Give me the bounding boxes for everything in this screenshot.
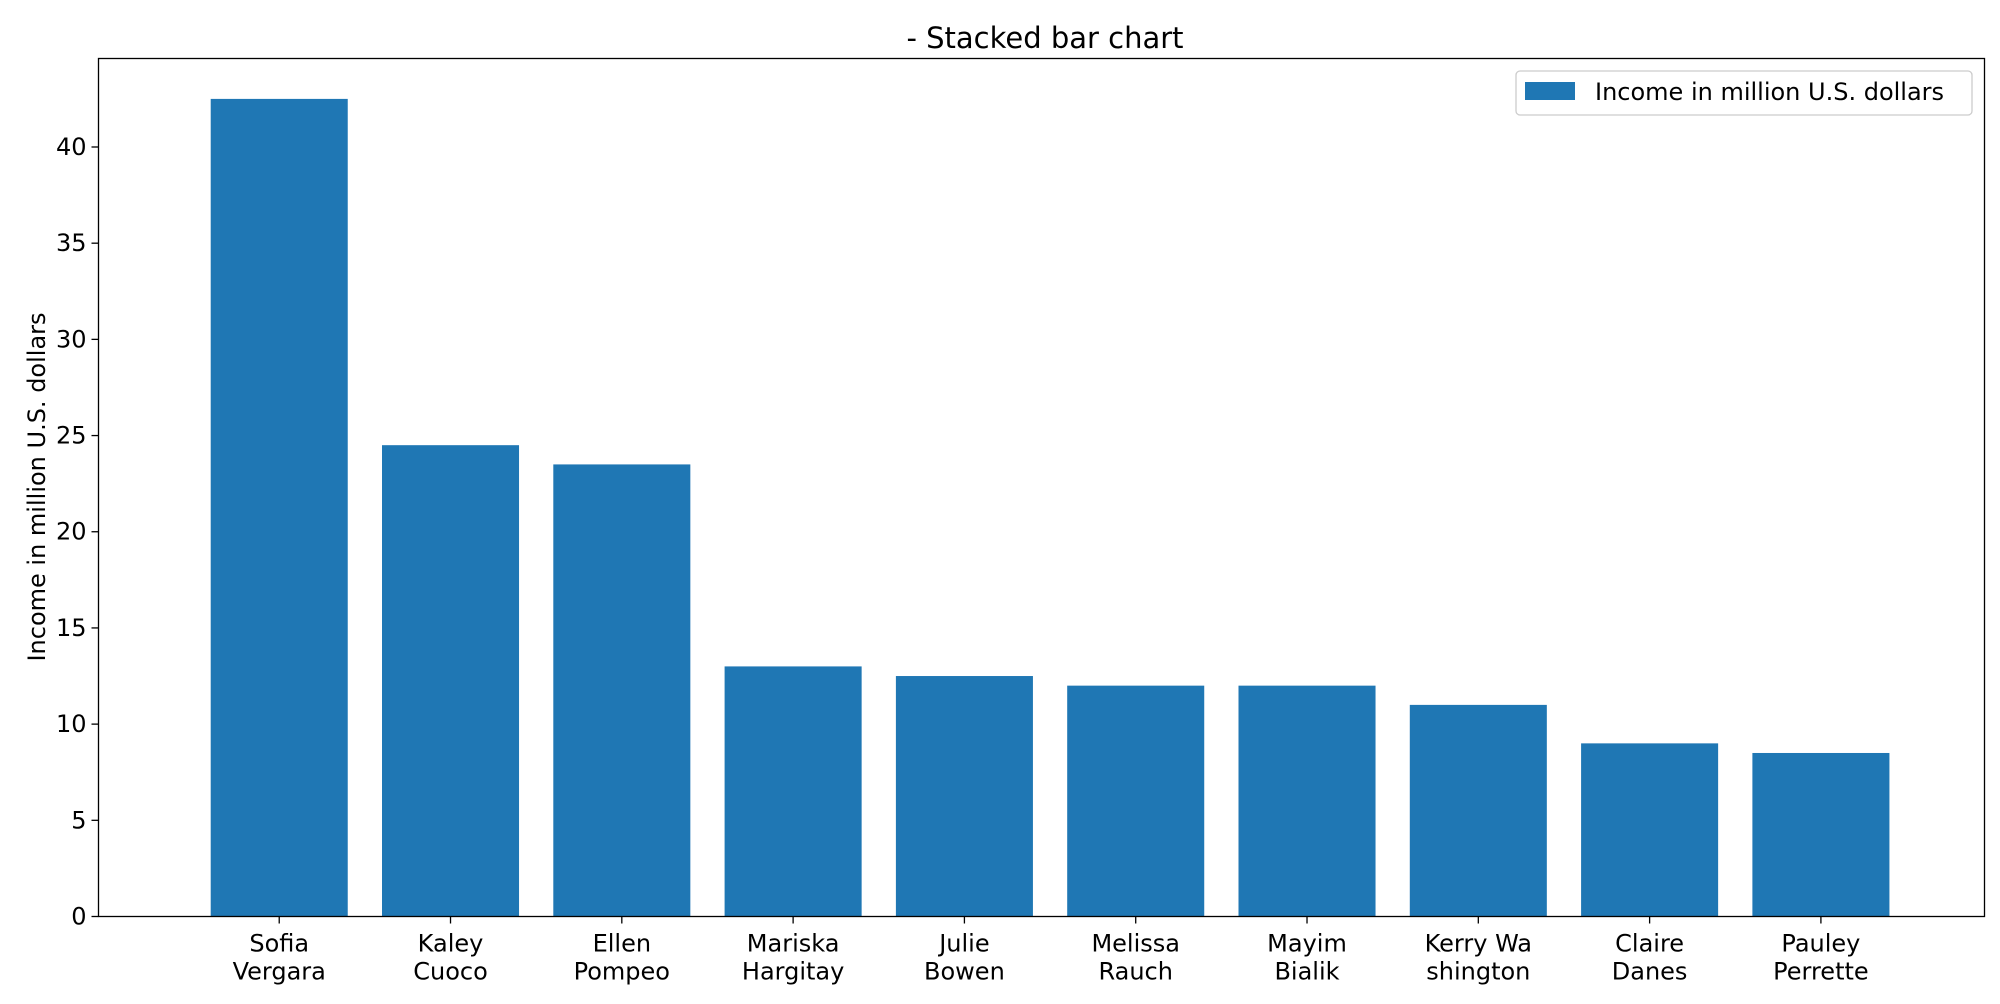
y-tick-label: 10 [56,710,87,738]
legend-frame [1515,70,1973,116]
y-tick-label: 40 [56,133,87,161]
bar-kerry-wa-shington [1409,704,1547,917]
bar-claire-danes [1581,743,1719,917]
bar-mayim-bialik [1238,685,1376,917]
bar-kaley-cuoco [381,445,520,917]
y-axis-label: Income in million U.S. dollars [23,312,51,661]
y-tick-label: 25 [56,422,87,450]
x-tick-label: Ellen Pompeo [574,930,670,986]
bar-julie-bowen [895,676,1033,917]
plot-frame [97,57,1986,918]
x-tick-label: Claire Danes [1612,930,1688,986]
x-tick-label: Kerry Wa shington [1425,930,1532,986]
x-tick-label: Pauley Perrette [1773,930,1869,986]
x-tick-label: Melissa Rauch [1091,930,1180,986]
y-tick-label: 20 [56,518,87,546]
y-tick-label: 15 [56,614,87,642]
bar-mariska-hargitay [724,666,862,917]
y-tick-label: 30 [56,325,87,353]
y-tick-label: 5 [71,806,86,834]
x-axis-ticks: Sofia Vergara Kaley Cuoco Ellen Pompeo Mariska… [233,916,1869,986]
x-tick-label: Mayim Bialik [1267,930,1347,986]
legend-label: Income in million U.S. dollars [1595,78,1944,106]
y-tick-label: 0 [71,903,86,931]
legend: Income in million U.S. dollars [1515,70,1973,116]
x-tick-label: Kaley Cuoco [413,930,488,986]
x-tick-label: Mariska Hargitay [742,930,844,986]
bars-group [210,98,1890,917]
bar-ellen-pompeo [553,464,691,917]
bar-pauley-perrette [1752,752,1890,917]
y-axis-ticks: 0 5 10 15 20 25 30 35 40 [56,133,99,931]
legend-swatch [1525,82,1575,100]
x-tick-label: Sofia Vergara [233,930,326,986]
x-tick-label: Julie Bowen [924,930,1005,986]
y-tick-label: 35 [56,229,87,257]
bar-melissa-rauch [1067,685,1205,917]
bar-sofia-vergara [210,98,348,917]
chart-title: - Stacked bar chart [906,21,1183,55]
